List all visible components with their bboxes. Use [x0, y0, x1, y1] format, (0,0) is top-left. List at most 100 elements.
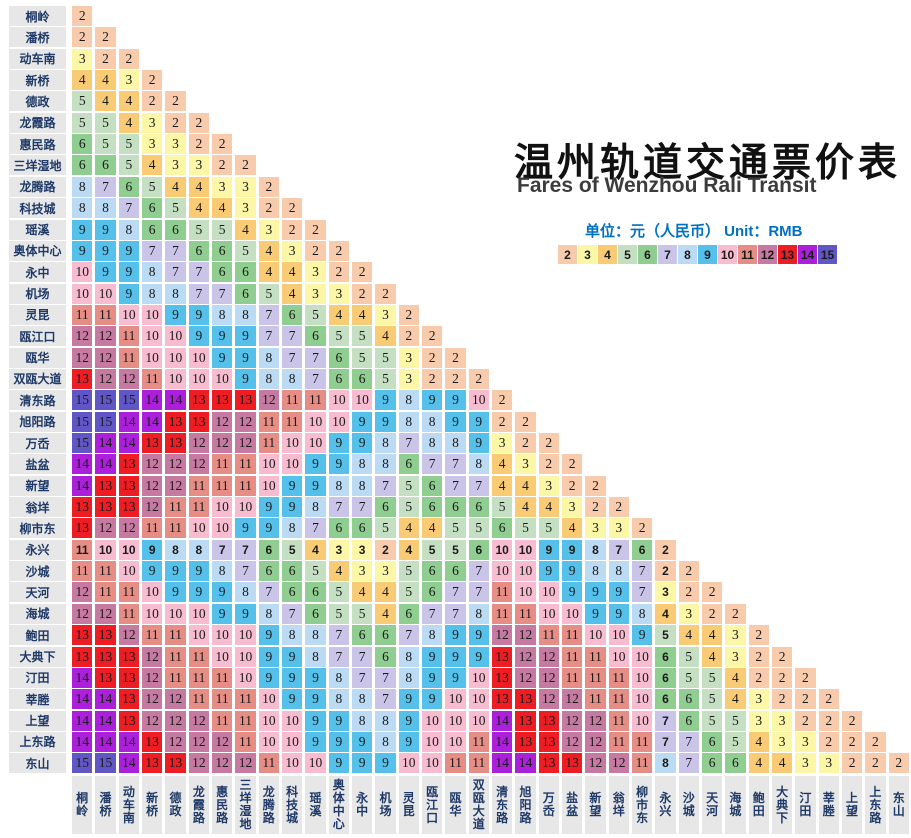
fare-cell: 10: [468, 667, 489, 688]
fare-cell: 2: [725, 603, 746, 624]
fare-cell: 9: [375, 753, 396, 774]
fare-cell: 2: [445, 347, 466, 368]
fare-cell: 7: [655, 710, 676, 731]
fare-cell: 12: [188, 454, 210, 475]
fare-cell: 9: [188, 582, 210, 603]
fare-cell: 4: [188, 176, 210, 197]
fare-cell: 4: [258, 262, 280, 283]
fare-cell: 14: [165, 390, 186, 411]
fare-cell: 2: [701, 582, 723, 603]
fare-cell: 5: [328, 582, 350, 603]
fare-cell: 5: [351, 347, 373, 368]
fare-cell: 12: [72, 347, 93, 368]
fare-cell: 2: [888, 753, 909, 774]
fare-cell: 5: [118, 134, 140, 155]
fare-cell: 6: [95, 155, 116, 176]
fare-cell: 2: [491, 390, 513, 411]
fare-cell: 11: [258, 433, 280, 453]
fare-cell: 2: [561, 454, 583, 475]
fare-cell: 14: [95, 710, 116, 731]
fare-cell: 2: [95, 27, 116, 48]
fare-cell: 2: [351, 262, 373, 283]
col-station-label: 瑶溪: [305, 776, 326, 834]
col-station-label-text: 瓯江口: [426, 784, 439, 825]
fare-cell: 2: [281, 198, 303, 219]
fare-cell: 11: [445, 753, 466, 774]
fare-cell: 4: [141, 155, 163, 176]
fare-cell: 4: [655, 603, 676, 624]
fare-cell: 7: [305, 347, 326, 368]
fare-cell: 15: [72, 390, 93, 411]
fare-cell: 8: [351, 710, 373, 731]
fare-cell: 2: [818, 710, 839, 731]
fare-cell: 3: [655, 582, 676, 603]
fare-cell: 6: [281, 582, 303, 603]
fare-cell: 4: [538, 497, 559, 518]
col-station-label: 桐岭: [72, 776, 93, 834]
fare-cell: 3: [678, 603, 699, 624]
fare-cell: 5: [491, 497, 513, 518]
col-station-label: 奥体中心: [328, 776, 350, 834]
fare-cell: 13: [491, 689, 513, 710]
fare-cell: 3: [375, 561, 396, 582]
fare-cell: 14: [141, 390, 163, 411]
fare-cell: 15: [72, 411, 93, 432]
fare-cell: 13: [72, 646, 93, 667]
fare-cell: 12: [141, 454, 163, 475]
fare-cell: 2: [72, 27, 93, 48]
fare-cell: 8: [235, 304, 256, 325]
row-station-label: 翁垟: [9, 497, 66, 518]
fare-cell: 11: [211, 475, 233, 496]
fare-cell: 2: [305, 219, 326, 240]
fare-cell: 11: [211, 667, 233, 688]
fare-cell: 12: [165, 689, 186, 710]
fare-cell: 12: [235, 753, 256, 774]
fare-cell: 6: [375, 625, 396, 646]
fare-cell: 9: [608, 582, 629, 603]
row-station-label: 龙霞路: [9, 112, 66, 133]
col-station-label: 翁垟: [608, 776, 629, 834]
fare-cell: 9: [375, 390, 396, 411]
fare-cell: 12: [72, 582, 93, 603]
fare-cell: 6: [655, 689, 676, 710]
col-station-label: 瓯江口: [421, 776, 443, 834]
fare-cell: 9: [72, 240, 93, 261]
fare-cell: 2: [865, 753, 886, 774]
fare-cell: 9: [305, 454, 326, 475]
fare-cell: 2: [748, 667, 769, 688]
fare-cell: 2: [235, 155, 256, 176]
fare-cell: 3: [281, 240, 303, 261]
fare-cell: 13: [118, 710, 140, 731]
fare-cell: 9: [281, 689, 303, 710]
row-station-label: 德政: [9, 91, 66, 112]
fare-cell: 3: [165, 134, 186, 155]
fare-cell: 3: [141, 112, 163, 133]
fare-cell: 7: [351, 497, 373, 518]
col-station-label: 新望: [585, 776, 606, 834]
row-station-label: 鲍田: [9, 625, 66, 646]
fare-cell: 14: [118, 731, 140, 752]
fare-cell: 6: [72, 155, 93, 176]
fare-cell: 13: [72, 368, 93, 389]
fare-cell: 7: [141, 240, 163, 261]
fare-cell: 6: [421, 582, 443, 603]
col-station-label-text: 惠民路: [216, 784, 229, 825]
fare-cell: 13: [188, 390, 210, 411]
fare-cell: 12: [585, 731, 606, 752]
fare-cell: 14: [95, 433, 116, 453]
fare-cell: 8: [328, 475, 350, 496]
fare-cell: 14: [515, 753, 536, 774]
fare-cell: 3: [165, 155, 186, 176]
fare-cell: 10: [165, 347, 186, 368]
fare-cell: 10: [328, 390, 350, 411]
fare-cell: 11: [235, 475, 256, 496]
fare-cell: 11: [118, 326, 140, 347]
fare-cell: 10: [281, 753, 303, 774]
fare-cell: 8: [328, 667, 350, 688]
fare-cell: 3: [795, 753, 816, 774]
fare-cell: 10: [188, 625, 210, 646]
fare-cell: 7: [305, 368, 326, 389]
fare-cell: 10: [538, 603, 559, 624]
fare-cell: 2: [398, 326, 419, 347]
